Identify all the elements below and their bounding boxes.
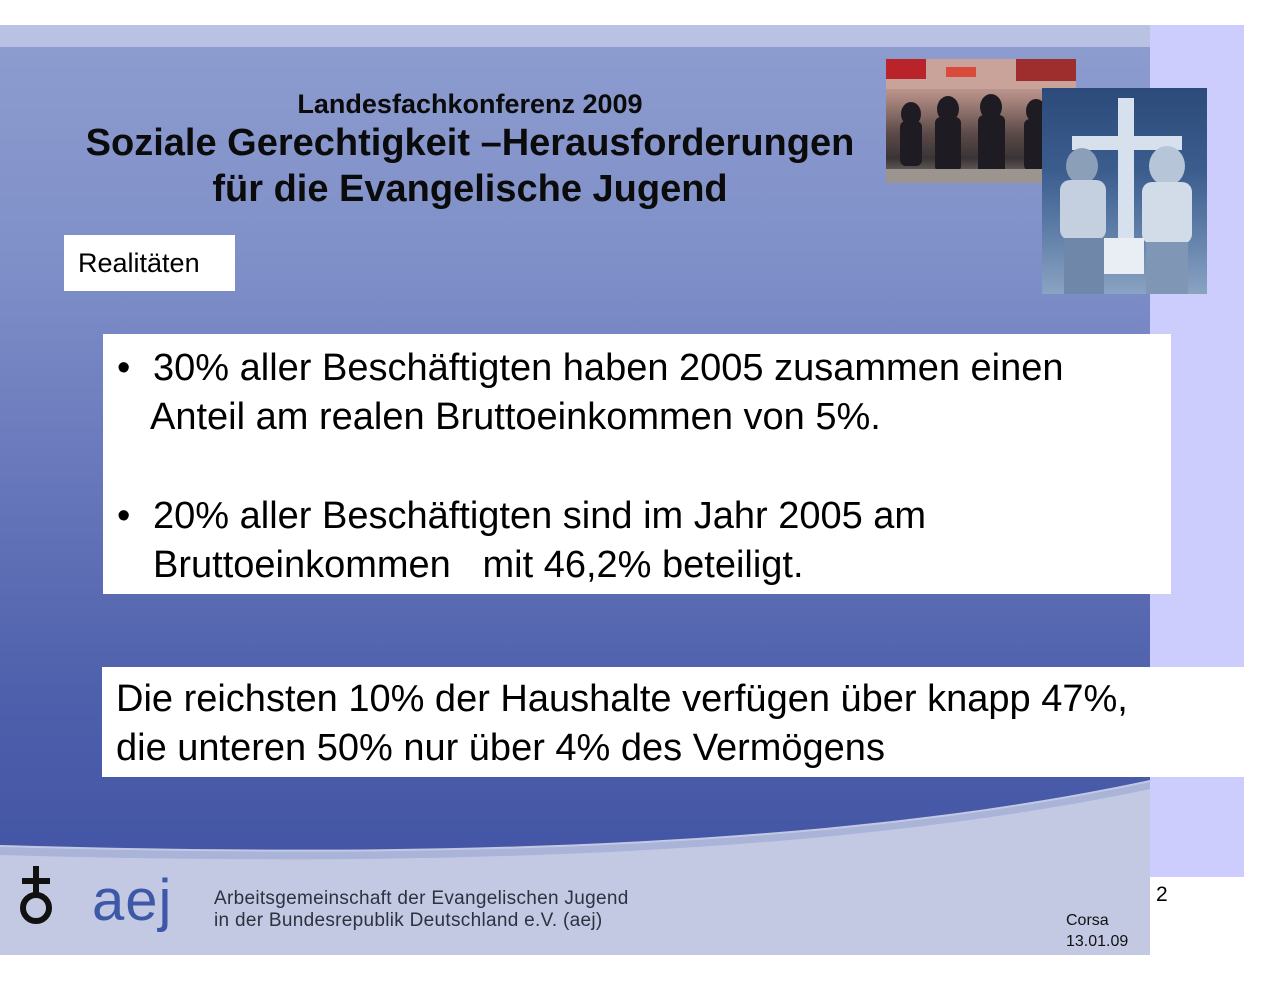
- cross-couple-photo: [1042, 88, 1207, 294]
- bullet-glyph: •: [117, 347, 131, 389]
- organization-name: Arbeitsgemeinschaft der Evangelischen Ju…: [214, 888, 629, 932]
- bullet-glyph: •: [117, 495, 131, 537]
- conference-title: Landesfachkonferenz 2009: [297, 89, 643, 119]
- cross-couple-photo-art: [1060, 98, 1192, 294]
- bullet-2-line2: Bruttoeinkommen mit 46,2% beteiligt.: [153, 544, 804, 586]
- aej-logo-text: aej: [92, 868, 173, 933]
- bullet-1-line1: 30% aller Beschäftigten haben 2005 zusam…: [153, 347, 1064, 389]
- org-line1: Arbeitsgemeinschaft der Evangelischen Ju…: [214, 888, 629, 909]
- title-block: Landesfachkonferenz 2009 Soziale Gerecht…: [40, 88, 900, 212]
- bullet-list: • 30% aller Beschäftigten haben 2005 zusa…: [103, 334, 1171, 594]
- author: Corsa: [1066, 912, 1109, 929]
- bullet-item: • 30% aller Beschäftigten haben 2005 zusa…: [117, 344, 1064, 442]
- footer-swoosh: [0, 780, 1150, 955]
- slide-title-line1: Soziale Gerechtigkeit –Herausforderungen: [85, 122, 855, 164]
- cross-circle-icon: [20, 866, 52, 924]
- date: 13.01.09: [1066, 933, 1129, 950]
- bullet-1-line2: Anteil am realen Bruttoeinkommen von 5%.: [150, 396, 881, 438]
- bullet-2-line1: 20% aller Beschäftigten sind im Jahr 200…: [153, 495, 927, 537]
- slide-top-strip: [0, 25, 1150, 47]
- demonstration-photo-art: [886, 59, 1076, 183]
- bullet-item: • 20% aller Beschäftigten sind im Jahr 20…: [117, 492, 926, 590]
- author-date: Corsa 13.01.09: [1066, 910, 1128, 952]
- org-line2: in der Bundesrepublik Deutschland e.V. (…: [214, 910, 603, 931]
- statement-line1: Die reichsten 10% der Haushalte verfügen…: [116, 678, 1128, 720]
- slide-title-line2: für die Evangelische Jugend: [212, 168, 728, 210]
- statement-line2: die unteren 50% nur über 4% des Vermögen…: [116, 727, 885, 769]
- section-label: Realitäten: [64, 235, 235, 291]
- wealth-statement: Die reichsten 10% der Haushalte verfügen…: [102, 667, 1245, 777]
- page-number: 2: [1156, 883, 1168, 906]
